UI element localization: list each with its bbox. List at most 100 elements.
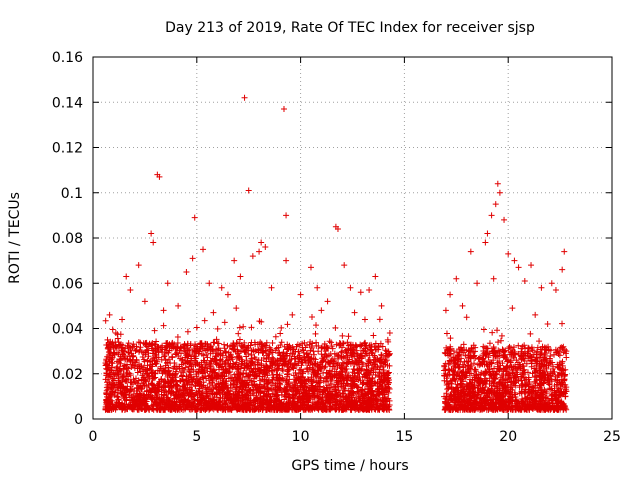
- data-point: [102, 317, 109, 324]
- data-point: [317, 375, 324, 382]
- data-point: [376, 316, 383, 323]
- data-point: [214, 325, 221, 332]
- data-point: [550, 368, 557, 375]
- data-point: [380, 372, 387, 379]
- data-point: [286, 357, 293, 364]
- data-point: [248, 352, 255, 359]
- data-point: [326, 338, 333, 345]
- data-point: [201, 364, 208, 371]
- data-point: [151, 327, 158, 334]
- data-point: [332, 324, 339, 331]
- data-point: [125, 403, 132, 410]
- data-point: [250, 399, 257, 406]
- data-point: [344, 339, 351, 346]
- data-point: [340, 340, 347, 347]
- data-point: [495, 339, 502, 346]
- data-point: [307, 347, 314, 354]
- data-point: [291, 385, 298, 392]
- data-point: [191, 357, 198, 364]
- data-point: [278, 324, 285, 331]
- data-point: [372, 371, 379, 378]
- data-point: [272, 333, 279, 340]
- data-point: [386, 362, 393, 369]
- data-point: [445, 366, 452, 373]
- data-point: [184, 328, 191, 335]
- data-point: [243, 353, 250, 360]
- data-point: [277, 330, 284, 337]
- data-point: [129, 361, 136, 368]
- data-point: [141, 358, 148, 365]
- data-point: [285, 391, 292, 398]
- data-point: [130, 352, 137, 359]
- data-point: [279, 367, 286, 374]
- data-point: [515, 342, 522, 349]
- data-point: [221, 405, 228, 412]
- data-point: [284, 321, 291, 328]
- data-point: [125, 349, 132, 356]
- data-point: [323, 369, 330, 376]
- data-point: [142, 377, 149, 384]
- data-point: [374, 355, 381, 362]
- data-point: [333, 341, 340, 348]
- data-point: [115, 351, 122, 358]
- data-point: [328, 343, 335, 350]
- data-point: [223, 348, 230, 355]
- data-point: [196, 363, 203, 370]
- data-point: [249, 371, 256, 378]
- data-point: [193, 324, 200, 331]
- data-point: [161, 351, 168, 358]
- data-point: [443, 330, 450, 337]
- data-point: [226, 365, 233, 372]
- data-point: [153, 338, 160, 345]
- data-point: [559, 320, 566, 327]
- grid-lines: [93, 57, 612, 419]
- data-point: [135, 339, 142, 346]
- data-point: [322, 363, 329, 370]
- data-point: [336, 342, 343, 349]
- data-point: [527, 330, 534, 337]
- data-point: [137, 339, 144, 346]
- data-point: [109, 376, 116, 383]
- data-point: [258, 318, 265, 325]
- data-point: [285, 380, 292, 387]
- data-point: [235, 330, 242, 337]
- data-point: [165, 356, 172, 363]
- data-point: [204, 354, 211, 361]
- data-point: [148, 380, 155, 387]
- data-point: [201, 317, 208, 324]
- data-point: [339, 332, 346, 339]
- data-point: [145, 353, 152, 360]
- data-point: [138, 348, 145, 355]
- data-point: [214, 340, 221, 347]
- data-point: [221, 319, 228, 326]
- data-point: [378, 351, 385, 358]
- data-point: [263, 339, 270, 346]
- data-point: [158, 356, 165, 363]
- data-point: [221, 360, 228, 367]
- data-point: [497, 337, 504, 344]
- data-point: [315, 342, 322, 349]
- data-point: [233, 384, 240, 391]
- data-point: [222, 366, 229, 373]
- data-point: [241, 365, 248, 372]
- data-point: [308, 314, 315, 321]
- data-point: [360, 361, 367, 368]
- data-point: [313, 322, 320, 329]
- data-point: [278, 339, 285, 346]
- data-point: [303, 351, 310, 358]
- data-point: [310, 371, 317, 378]
- data-point: [370, 332, 377, 339]
- data-point: [120, 372, 127, 379]
- data-point: [498, 332, 505, 339]
- data-point: [289, 350, 296, 357]
- data-point: [255, 346, 262, 353]
- data-point: [233, 359, 240, 366]
- data-point: [270, 374, 277, 381]
- data-point: [229, 356, 236, 363]
- data-point: [269, 377, 276, 384]
- data-point: [109, 326, 116, 333]
- data-point: [188, 387, 195, 394]
- data-point: [221, 345, 228, 352]
- data-point: [342, 355, 349, 362]
